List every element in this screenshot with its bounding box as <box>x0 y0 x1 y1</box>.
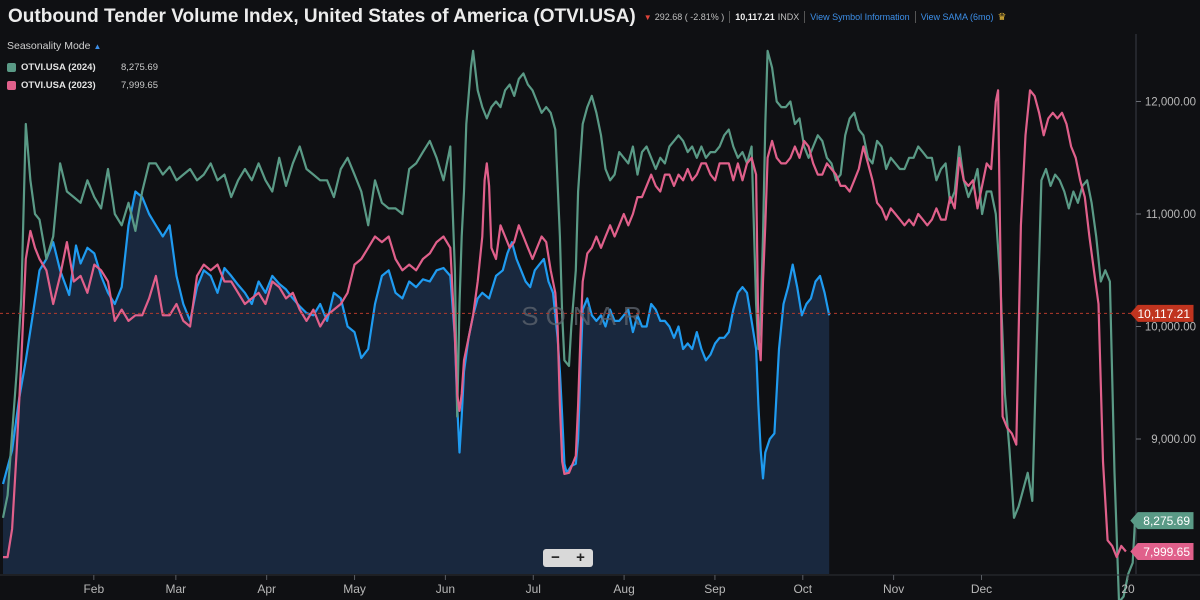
x-tick-label: Feb <box>83 582 104 596</box>
axis-layer: 12,000.00 11,000.00 10,000.00 9,000.00 10,11… <box>0 34 1200 596</box>
divider <box>914 11 916 23</box>
legend-item-2024[interactable]: OTVI.USA (2024) 8,275.69 <box>7 58 158 76</box>
current-value-badge: 10,117.21 <box>1130 304 1194 322</box>
legend-series-name: OTVI.USA (2024) <box>21 61 96 73</box>
x-tick-label: Jul <box>526 582 541 596</box>
divider <box>804 11 806 23</box>
seasonality-mode-toggle[interactable]: Seasonality Mode ▲ <box>7 40 158 52</box>
view-symbol-link[interactable]: View Symbol Information <box>810 12 910 22</box>
y-tick-label: 12,000.00 <box>1145 97 1196 109</box>
legend-swatch <box>7 80 16 90</box>
x-tick-label: May <box>343 582 366 596</box>
series-end-badge-2-text: 7,999.65 <box>1143 545 1190 559</box>
x-tick-label: Sep <box>704 582 726 596</box>
series-end-badge-1-text: 8,275.69 <box>1143 514 1190 528</box>
series-end-badge-2: 7,999.65 <box>1130 543 1194 560</box>
x-tick-label: Jun <box>436 582 455 596</box>
series-line-0[interactable] <box>1 190 831 485</box>
chart-header: Outbound Tender Volume Index, United Sta… <box>0 0 1200 34</box>
legend-series-value: 7,999.65 <box>121 79 158 91</box>
x-tick-label: 20 <box>1121 582 1135 596</box>
x-tick-label: Apr <box>257 582 276 596</box>
legend-series-value: 8,275.69 <box>121 61 158 73</box>
plot-layer <box>1 49 1137 600</box>
series-line-1[interactable] <box>1 49 1137 600</box>
legend-series-name: OTVI.USA (2023) <box>21 79 96 91</box>
x-tick-label: Aug <box>613 582 634 596</box>
view-sama-link[interactable]: View SAMA (6mo) <box>920 12 994 22</box>
series-line-2[interactable] <box>3 89 1127 559</box>
x-tick-label: Dec <box>971 582 992 596</box>
legend-item-2023[interactable]: OTVI.USA (2023) 7,999.65 <box>7 76 158 94</box>
current-value-badge-bg <box>1130 304 1194 322</box>
y-tick-label: 11,000.00 <box>1146 209 1196 221</box>
crown-icon[interactable]: ♛ <box>997 11 1007 23</box>
legend: Seasonality Mode ▲ OTVI.USA (2024) 8,275.… <box>7 40 158 94</box>
caret-up-icon: ▲ <box>93 42 102 51</box>
zoom-out-button[interactable]: − <box>551 549 560 566</box>
series-end-badge-1-bg <box>1130 512 1194 530</box>
series-area-fill <box>3 191 830 574</box>
last-value: 10,117.21 <box>735 12 775 22</box>
zoom-in-button[interactable]: + <box>576 549 585 566</box>
zoom-controls: − + <box>543 549 593 567</box>
legend-swatch <box>7 62 16 72</box>
y-tick-label: 10,000.00 <box>1145 322 1196 334</box>
current-value-badge-text: 10,117.21 <box>1138 307 1191 321</box>
down-arrow-icon: ▼ <box>643 12 652 22</box>
chart-title: Outbound Tender Volume Index, United Sta… <box>8 6 636 27</box>
divider <box>729 11 731 23</box>
unit-label: INDX <box>777 12 800 22</box>
change-value: 292.68 ( -2.81% ) <box>654 12 725 22</box>
x-tick-label: Mar <box>166 582 187 596</box>
x-tick-label: Nov <box>883 582 904 596</box>
series-end-badge-1: 8,275.69 <box>1130 512 1194 530</box>
sonar-watermark: SONAR <box>521 301 648 331</box>
seasonality-mode-label: Seasonality Mode <box>7 40 91 52</box>
x-tick-label: Oct <box>793 582 812 596</box>
price-summary: ▼ 292.68 ( -2.81% ) 10,117.21 INDX View … <box>644 11 1007 23</box>
series-end-badge-2-bg <box>1130 543 1194 560</box>
y-tick-label: 9,000.00 <box>1151 434 1196 446</box>
